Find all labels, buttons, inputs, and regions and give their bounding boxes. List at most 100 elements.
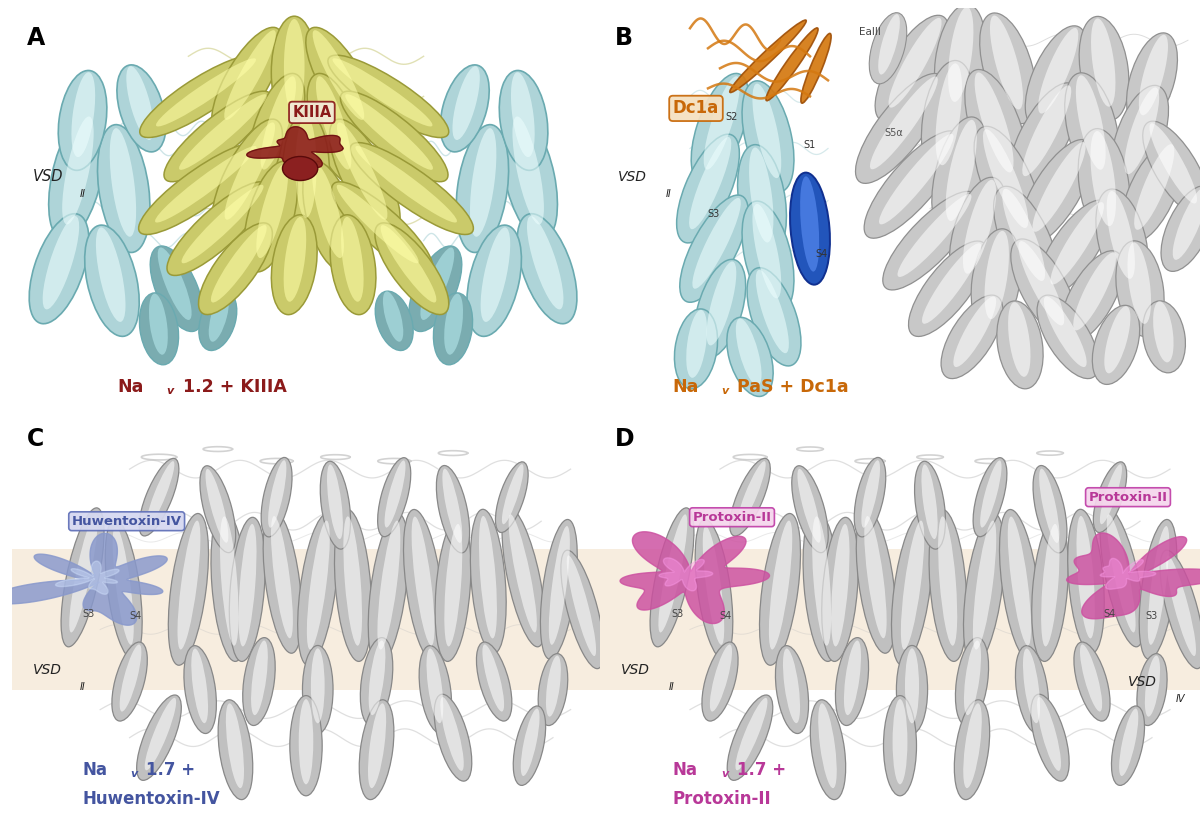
Ellipse shape — [883, 191, 977, 290]
Ellipse shape — [973, 458, 1007, 537]
Ellipse shape — [1160, 551, 1200, 668]
Ellipse shape — [1009, 83, 1079, 190]
Ellipse shape — [692, 198, 740, 289]
Text: PaS + Dc1a: PaS + Dc1a — [737, 378, 848, 396]
Ellipse shape — [260, 76, 296, 169]
Ellipse shape — [1139, 519, 1177, 659]
Ellipse shape — [337, 185, 419, 263]
FancyBboxPatch shape — [600, 550, 1200, 690]
Polygon shape — [1067, 533, 1200, 618]
Ellipse shape — [818, 703, 836, 789]
Text: S3: S3 — [83, 609, 95, 619]
Text: VSD: VSD — [622, 663, 650, 676]
Ellipse shape — [864, 516, 887, 638]
Text: S3: S3 — [708, 209, 720, 218]
Ellipse shape — [1172, 187, 1200, 260]
Ellipse shape — [1145, 655, 1160, 717]
Text: II: II — [666, 188, 672, 199]
Ellipse shape — [316, 76, 352, 169]
Ellipse shape — [752, 204, 781, 299]
Ellipse shape — [1000, 510, 1040, 661]
Ellipse shape — [496, 462, 528, 533]
Ellipse shape — [521, 708, 540, 776]
Ellipse shape — [239, 524, 257, 646]
Ellipse shape — [800, 177, 820, 272]
Text: Huwentoxin-IV: Huwentoxin-IV — [72, 515, 181, 528]
Ellipse shape — [800, 34, 832, 103]
Ellipse shape — [479, 516, 497, 638]
Ellipse shape — [155, 146, 257, 222]
Ellipse shape — [896, 645, 928, 734]
Text: II: II — [79, 681, 85, 691]
Ellipse shape — [332, 58, 432, 127]
Ellipse shape — [680, 195, 748, 303]
Ellipse shape — [412, 516, 434, 645]
Ellipse shape — [929, 510, 967, 662]
Ellipse shape — [146, 461, 174, 527]
Ellipse shape — [822, 517, 858, 662]
Ellipse shape — [307, 520, 330, 649]
Text: S4: S4 — [1104, 609, 1116, 619]
Ellipse shape — [710, 645, 732, 712]
Ellipse shape — [1093, 462, 1127, 533]
Ellipse shape — [271, 215, 317, 315]
Ellipse shape — [1019, 241, 1064, 326]
Ellipse shape — [901, 520, 924, 649]
Ellipse shape — [790, 173, 830, 285]
Ellipse shape — [368, 514, 408, 665]
Text: S4: S4 — [720, 611, 732, 622]
Ellipse shape — [312, 164, 344, 258]
Ellipse shape — [242, 637, 275, 726]
Ellipse shape — [191, 649, 208, 723]
Ellipse shape — [343, 516, 362, 645]
Ellipse shape — [979, 13, 1037, 124]
Ellipse shape — [229, 517, 265, 662]
Ellipse shape — [306, 27, 377, 133]
Ellipse shape — [113, 526, 133, 645]
Ellipse shape — [376, 291, 413, 350]
Ellipse shape — [211, 510, 248, 662]
Ellipse shape — [467, 225, 522, 336]
Polygon shape — [55, 561, 119, 594]
Ellipse shape — [1150, 124, 1198, 204]
Ellipse shape — [980, 461, 1002, 528]
Ellipse shape — [383, 291, 403, 342]
Ellipse shape — [686, 310, 707, 378]
Ellipse shape — [965, 70, 1027, 187]
Ellipse shape — [330, 215, 376, 315]
Ellipse shape — [964, 703, 982, 789]
Ellipse shape — [1074, 642, 1110, 721]
Ellipse shape — [212, 119, 282, 234]
Ellipse shape — [328, 465, 343, 539]
Ellipse shape — [527, 216, 564, 309]
FancyBboxPatch shape — [12, 550, 600, 690]
Ellipse shape — [812, 516, 832, 645]
Polygon shape — [620, 532, 769, 623]
Ellipse shape — [298, 514, 338, 665]
Ellipse shape — [994, 187, 1058, 295]
Ellipse shape — [742, 81, 794, 192]
Ellipse shape — [330, 119, 400, 234]
Ellipse shape — [1134, 144, 1175, 230]
Ellipse shape — [862, 461, 880, 528]
Ellipse shape — [426, 649, 443, 723]
Ellipse shape — [311, 649, 325, 723]
Ellipse shape — [211, 225, 266, 303]
Ellipse shape — [502, 508, 545, 647]
Ellipse shape — [283, 217, 306, 302]
Ellipse shape — [857, 510, 895, 654]
Ellipse shape — [810, 699, 846, 800]
Ellipse shape — [1076, 75, 1105, 170]
Ellipse shape — [374, 222, 449, 315]
Ellipse shape — [974, 126, 1042, 243]
Ellipse shape — [224, 30, 276, 120]
Ellipse shape — [72, 72, 95, 157]
Text: S1: S1 — [804, 141, 816, 151]
Ellipse shape — [748, 267, 800, 366]
Ellipse shape — [29, 213, 89, 324]
Ellipse shape — [854, 457, 886, 537]
Ellipse shape — [226, 703, 244, 789]
Ellipse shape — [1142, 301, 1186, 373]
Ellipse shape — [1068, 510, 1104, 654]
Ellipse shape — [1096, 189, 1148, 292]
